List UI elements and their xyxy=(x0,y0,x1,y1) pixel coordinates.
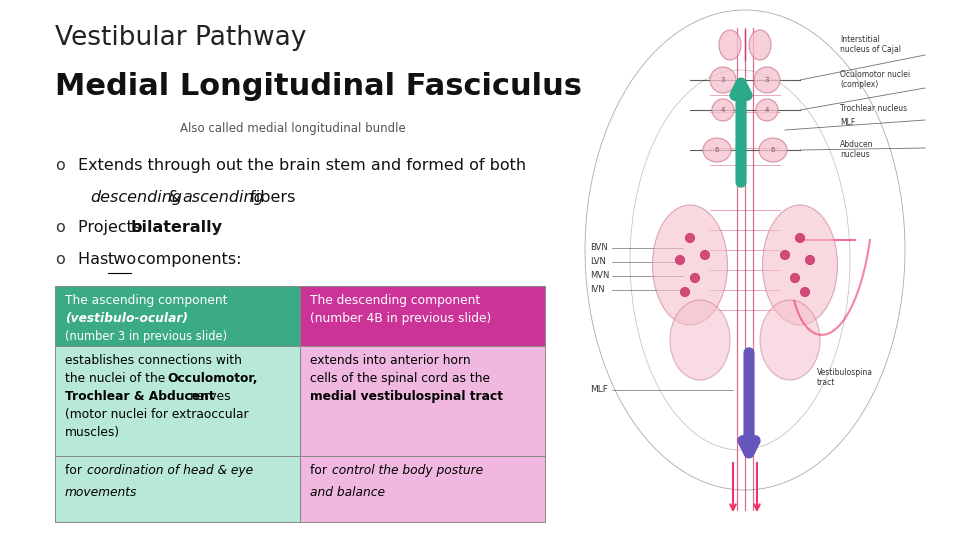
Ellipse shape xyxy=(749,30,771,60)
Ellipse shape xyxy=(685,233,694,242)
Text: (number 3 in previous slide): (number 3 in previous slide) xyxy=(65,330,228,343)
Text: the nuclei of the: the nuclei of the xyxy=(65,372,169,385)
Ellipse shape xyxy=(790,273,800,282)
Ellipse shape xyxy=(690,273,700,282)
Ellipse shape xyxy=(676,255,684,265)
Text: control the body posture: control the body posture xyxy=(332,464,483,477)
Ellipse shape xyxy=(754,67,780,93)
Text: Has: Has xyxy=(78,252,113,267)
Text: nerves: nerves xyxy=(190,390,231,403)
Ellipse shape xyxy=(653,205,728,325)
Text: Vestibulospina
tract: Vestibulospina tract xyxy=(817,368,873,387)
Text: Trochlear & Abducent: Trochlear & Abducent xyxy=(65,390,215,403)
Text: two: two xyxy=(108,252,137,267)
Text: for: for xyxy=(310,464,331,477)
Text: The descending component: The descending component xyxy=(310,294,480,307)
Text: 6: 6 xyxy=(771,147,776,153)
Text: BVN: BVN xyxy=(590,244,608,253)
Bar xyxy=(55,456,300,522)
Text: 3: 3 xyxy=(765,77,769,83)
Bar xyxy=(300,286,545,346)
Text: o: o xyxy=(55,220,64,235)
Text: o: o xyxy=(55,252,64,267)
Ellipse shape xyxy=(796,233,804,242)
Text: extends into anterior horn: extends into anterior horn xyxy=(310,354,470,367)
Ellipse shape xyxy=(760,300,820,380)
Ellipse shape xyxy=(710,67,736,93)
Text: coordination of head & eye: coordination of head & eye xyxy=(87,464,253,477)
Text: Projects: Projects xyxy=(78,220,146,235)
Text: medial vestibulospinal tract: medial vestibulospinal tract xyxy=(310,390,503,403)
Ellipse shape xyxy=(762,205,837,325)
Ellipse shape xyxy=(805,255,814,265)
Text: o: o xyxy=(55,158,64,173)
Ellipse shape xyxy=(719,30,741,60)
Text: The ascending component: The ascending component xyxy=(65,294,228,307)
Text: &: & xyxy=(163,190,185,205)
Text: Medial Longitudinal Fasciculus: Medial Longitudinal Fasciculus xyxy=(55,72,582,101)
Text: cells of the spinal cord as the: cells of the spinal cord as the xyxy=(310,372,490,385)
Ellipse shape xyxy=(681,287,689,296)
Text: and balance: and balance xyxy=(310,486,385,499)
Text: Trochlear nucleus: Trochlear nucleus xyxy=(840,104,907,113)
Text: Interstitial
nucleus of Cajal: Interstitial nucleus of Cajal xyxy=(840,35,901,55)
Text: 6: 6 xyxy=(715,147,719,153)
Text: Occulomotor,: Occulomotor, xyxy=(167,372,257,385)
Text: bilaterally: bilaterally xyxy=(131,220,223,235)
Text: muscles): muscles) xyxy=(65,426,120,439)
Text: (number 4B in previous slide): (number 4B in previous slide) xyxy=(310,312,492,325)
Text: components:: components: xyxy=(132,252,242,267)
Text: LVN: LVN xyxy=(590,258,606,267)
Ellipse shape xyxy=(701,251,709,260)
Bar xyxy=(300,346,545,456)
Text: MVN: MVN xyxy=(590,272,610,280)
Ellipse shape xyxy=(756,99,778,121)
Text: 4: 4 xyxy=(721,107,725,113)
Ellipse shape xyxy=(759,138,787,162)
Text: Vestibular Pathway: Vestibular Pathway xyxy=(55,25,306,51)
Ellipse shape xyxy=(712,99,734,121)
Ellipse shape xyxy=(780,251,789,260)
Text: MLF: MLF xyxy=(840,118,855,127)
Text: Abducen
nucleus: Abducen nucleus xyxy=(840,140,874,159)
Text: Also called medial longitudinal bundle: Also called medial longitudinal bundle xyxy=(180,122,406,135)
Ellipse shape xyxy=(801,287,809,296)
Text: movements: movements xyxy=(65,486,137,499)
Text: fibers: fibers xyxy=(245,190,296,205)
Text: MLF: MLF xyxy=(590,386,608,395)
Text: (vestibulo-ocular): (vestibulo-ocular) xyxy=(65,312,188,325)
Bar xyxy=(55,286,300,346)
Text: (motor nuclei for extraoccular: (motor nuclei for extraoccular xyxy=(65,408,249,421)
Text: Oculomotor nuclei
(complex): Oculomotor nuclei (complex) xyxy=(840,70,910,90)
Text: 4: 4 xyxy=(765,107,769,113)
Text: ascending: ascending xyxy=(182,190,264,205)
Bar xyxy=(55,346,300,456)
Text: 3: 3 xyxy=(721,77,725,83)
Text: descending: descending xyxy=(90,190,182,205)
Ellipse shape xyxy=(703,138,731,162)
Text: Extends through out the brain stem and formed of both: Extends through out the brain stem and f… xyxy=(78,158,526,173)
Text: establishes connections with: establishes connections with xyxy=(65,354,242,367)
Text: IVN: IVN xyxy=(590,286,605,294)
Text: for: for xyxy=(65,464,85,477)
Ellipse shape xyxy=(670,300,730,380)
Bar xyxy=(300,456,545,522)
